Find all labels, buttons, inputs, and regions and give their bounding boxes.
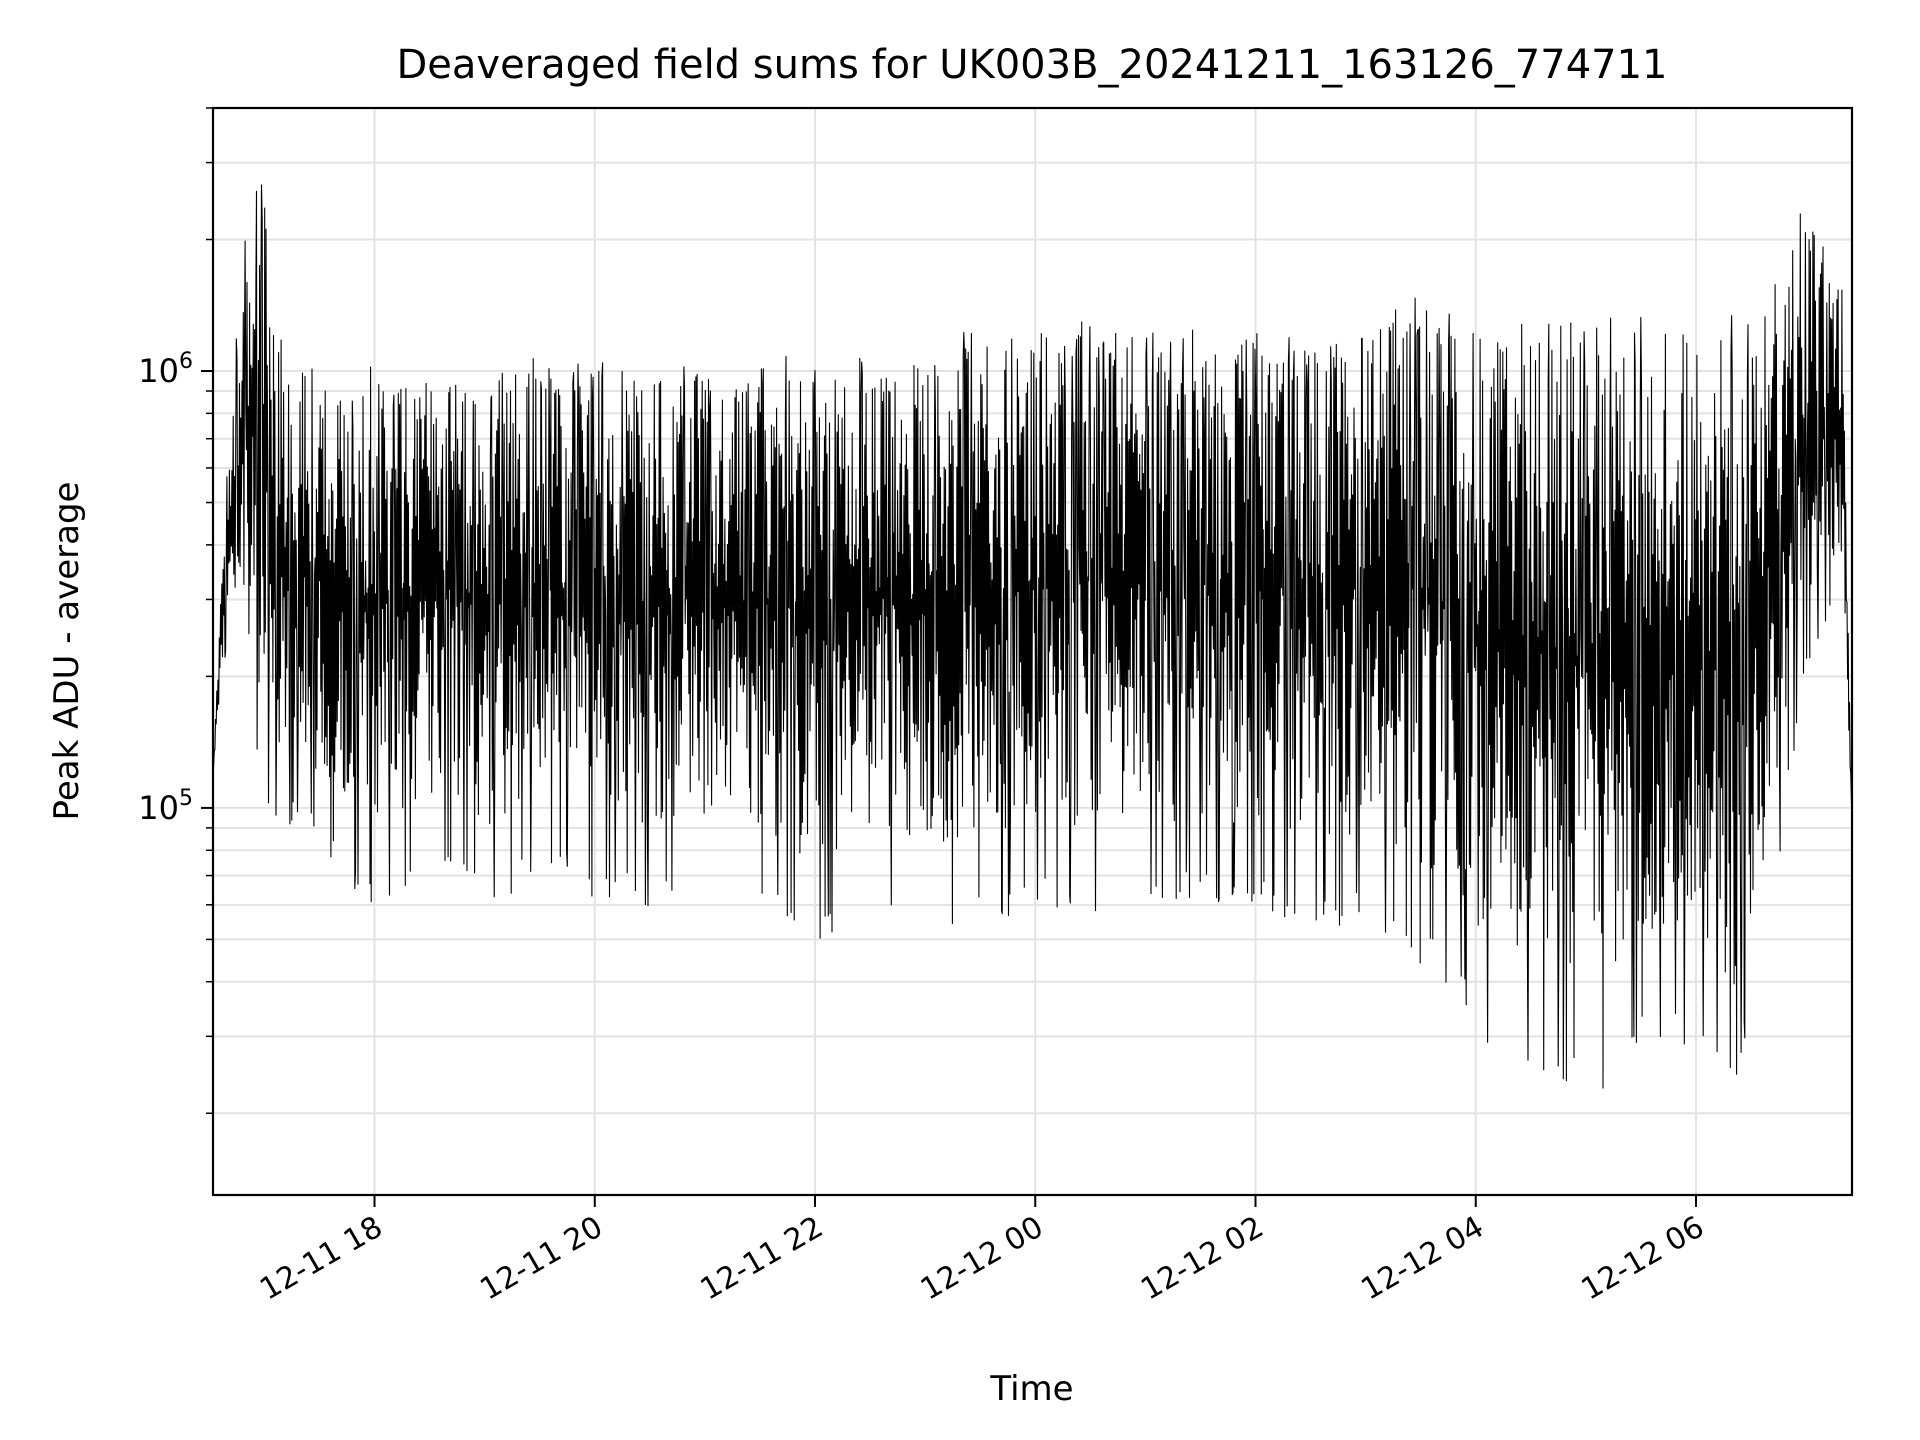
y-tick-label-exponent: 6 <box>179 349 193 374</box>
y-tick-label-exponent: 5 <box>179 786 193 811</box>
y-tick-label: 106 <box>138 349 193 390</box>
y-tick-label-base: 10 <box>138 789 179 827</box>
y-axis-label: Peak ADU - average <box>47 482 87 821</box>
chart-title: Deaveraged field sums for UK003B_2024121… <box>397 42 1668 88</box>
data-series-line <box>213 184 1852 1089</box>
series-layer <box>213 184 1852 1089</box>
plot-area <box>213 184 1852 1089</box>
y-tick-label-base: 10 <box>138 352 179 390</box>
x-axis-label: Time <box>989 1369 1073 1409</box>
y-tick-label: 105 <box>138 786 193 827</box>
axes-frame <box>211 106 1854 1197</box>
